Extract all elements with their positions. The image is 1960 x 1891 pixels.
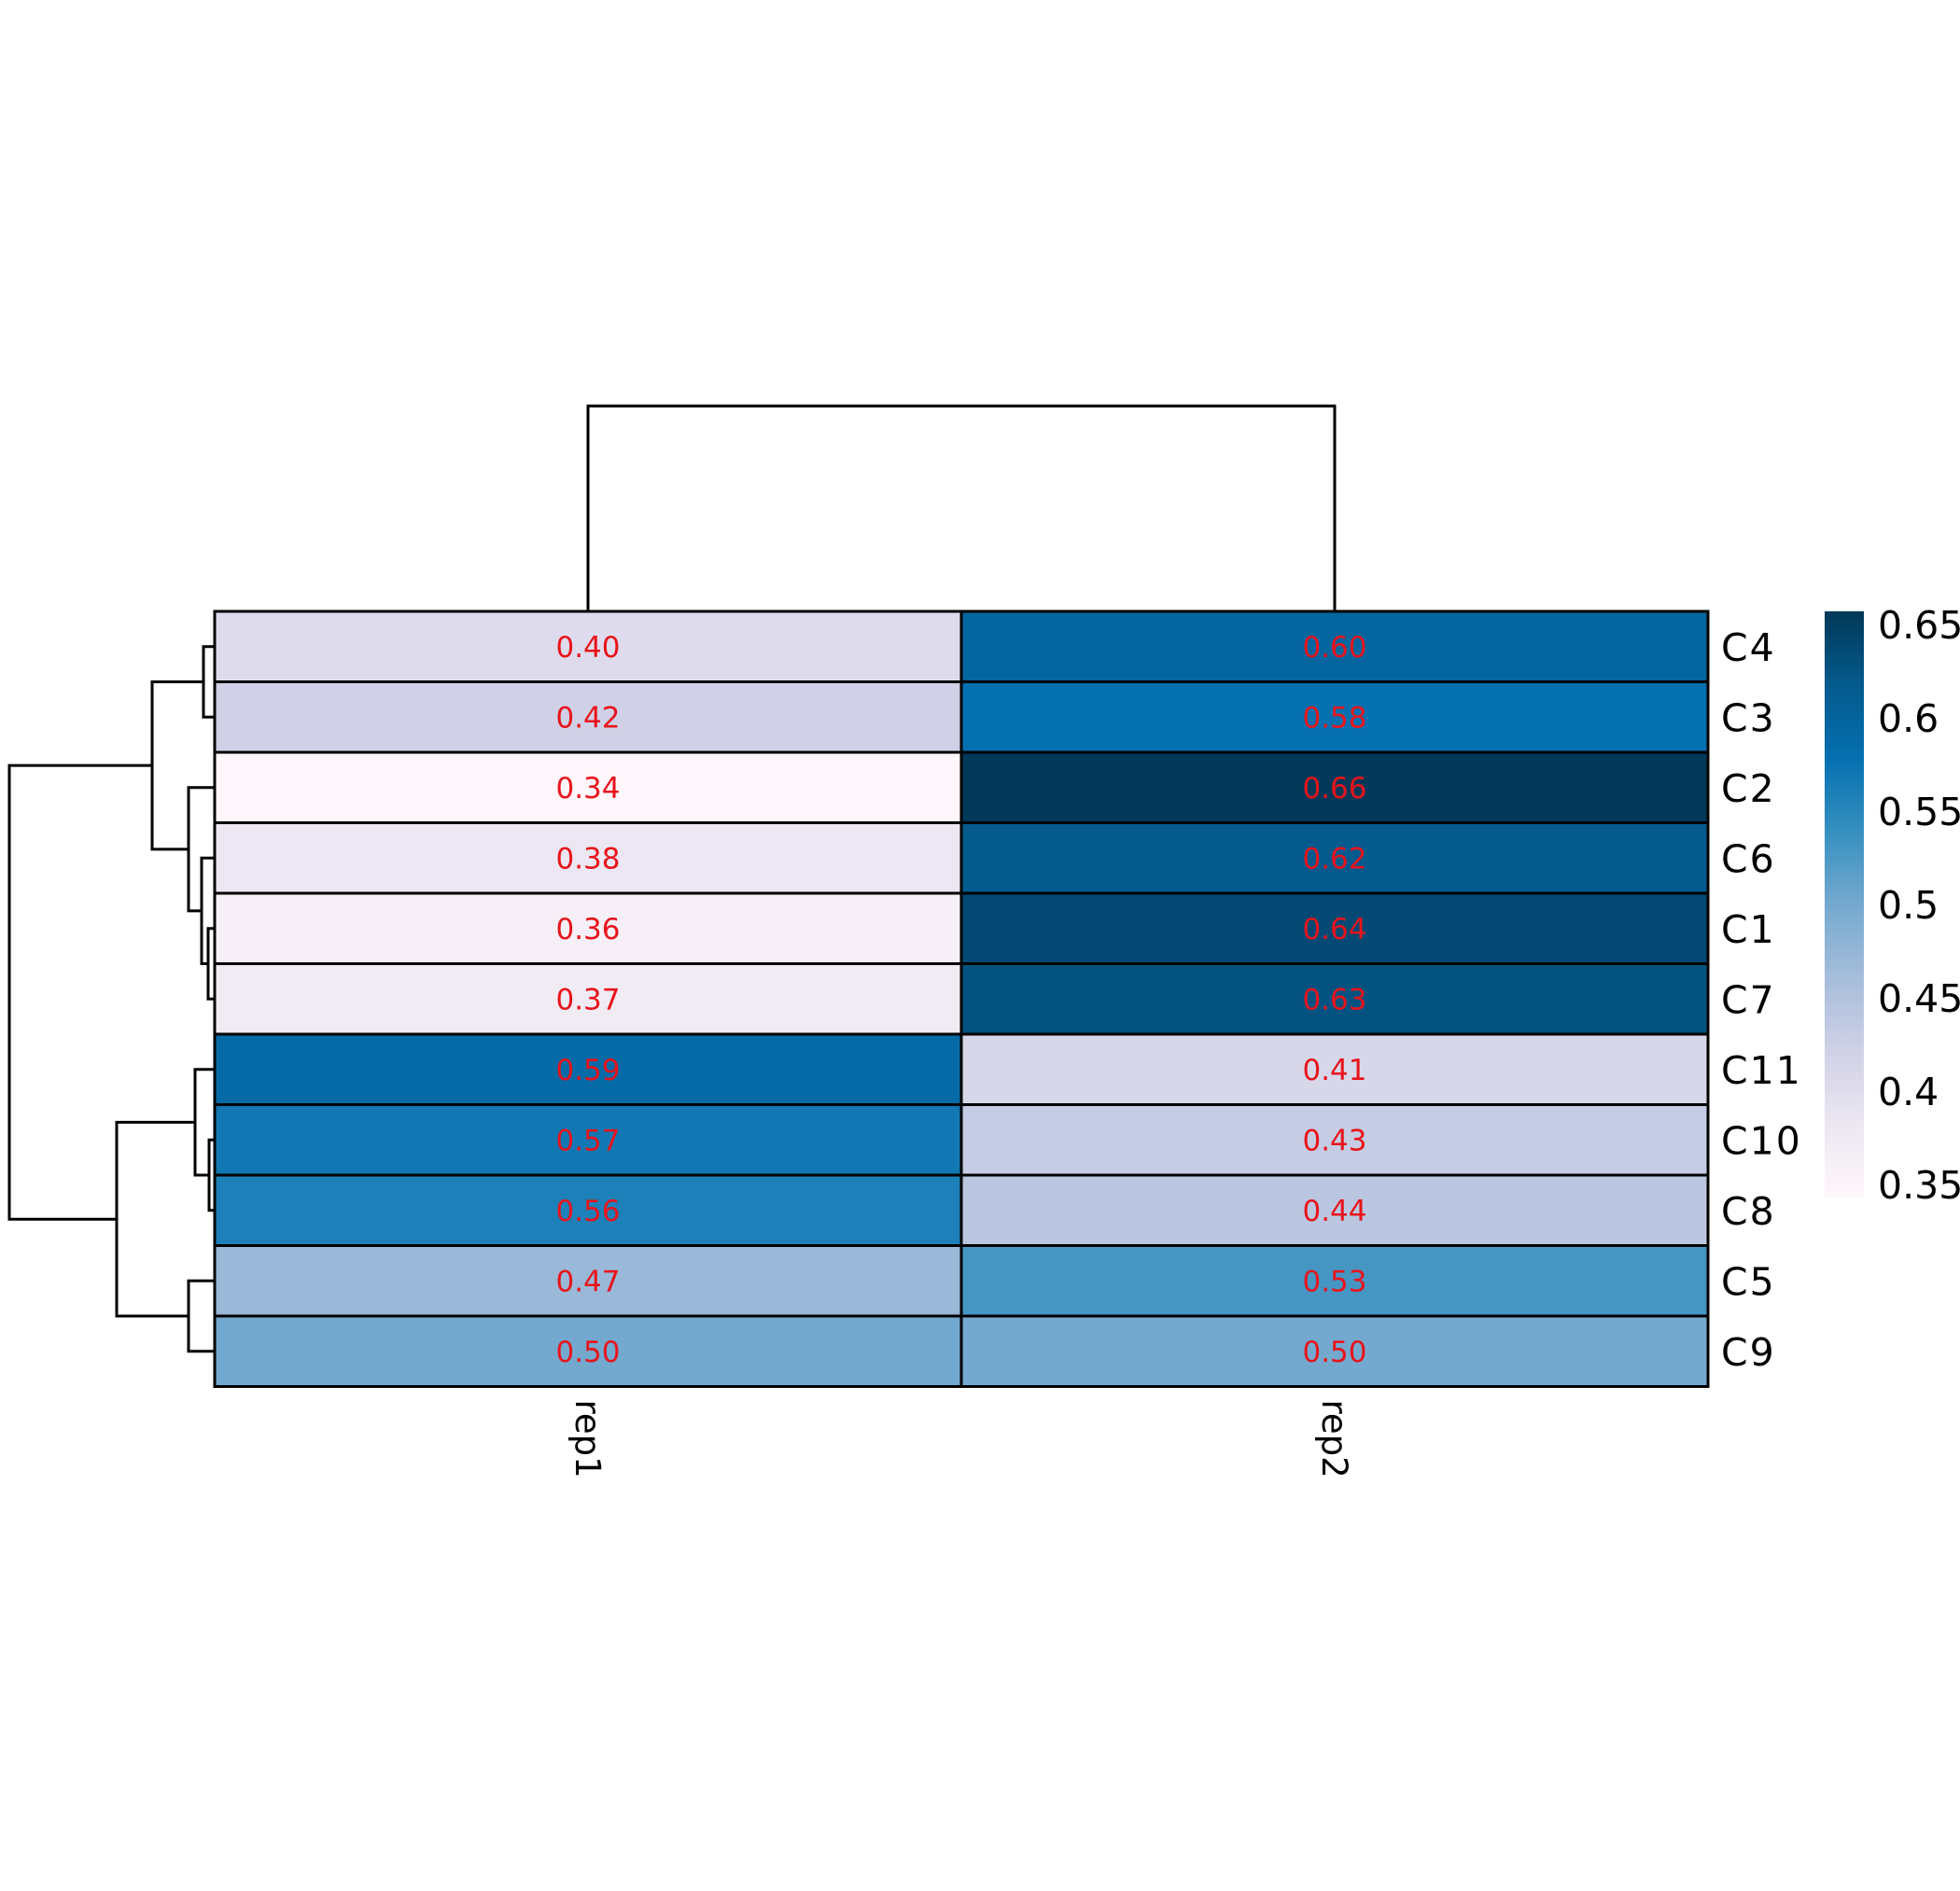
cell-value-label: 0.50 (555, 1336, 620, 1369)
row-labels: C4 C3 C2 C6 C1 C7 C11 C10 C8 C5 C9 (1721, 625, 1802, 1375)
legend-tick-label: 0.5 (1878, 883, 1939, 928)
cell-value-label: 0.44 (1302, 1195, 1366, 1228)
heatmap-cell (959, 1173, 1710, 1247)
cell-value-label: 0.47 (555, 1265, 620, 1298)
cell-value-label: 0.59 (555, 1054, 620, 1087)
column-dendrogram (586, 404, 1337, 611)
cell-value-label: 0.41 (1302, 1054, 1366, 1087)
cell-value-label: 0.62 (1302, 842, 1366, 875)
cell-value-label: 0.36 (555, 913, 620, 946)
heatmap-cell (959, 750, 1710, 824)
cell-value-label: 0.37 (555, 983, 620, 1016)
cell-value-label: 0.53 (1302, 1265, 1366, 1298)
cell-value-label: 0.56 (555, 1195, 620, 1228)
row-label: C1 (1721, 907, 1776, 952)
heatmap-cell (213, 680, 963, 754)
heatmap-cell (959, 1244, 1710, 1318)
column-label: rep2 (1314, 1400, 1354, 1478)
row-dendrogram-branch (193, 1068, 215, 1177)
column-label: rep1 (567, 1400, 608, 1478)
row-label: C7 (1721, 977, 1776, 1022)
row-label: C11 (1721, 1048, 1802, 1093)
legend-tick-label: 0.35 (1878, 1163, 1960, 1208)
cell-value-label: 0.42 (555, 701, 620, 735)
row-dendrogram-root (7, 763, 152, 1221)
heatmap-cells: 0.40 0.60 0.42 0.58 0.34 0.66 0.38 0.62 0.36 0.64… (213, 609, 1710, 1388)
heatmap-cell (959, 680, 1710, 754)
row-label: C10 (1721, 1118, 1802, 1163)
cell-value-label: 0.66 (1302, 772, 1366, 805)
cell-value-label: 0.64 (1302, 913, 1366, 946)
row-label: C5 (1721, 1259, 1776, 1304)
row-dendrogram-branch (150, 680, 203, 851)
heatmap-cell (959, 962, 1710, 1036)
row-dendrogram-branch (115, 1120, 195, 1318)
row-label: C2 (1721, 766, 1776, 811)
row-label: C8 (1721, 1189, 1776, 1234)
heatmap-cell (213, 609, 963, 683)
row-label: C3 (1721, 695, 1776, 740)
row-dendrogram (7, 645, 215, 1353)
row-label: C4 (1721, 625, 1776, 670)
legend-tick-label: 0.45 (1878, 976, 1960, 1021)
column-dendrogram-branch (586, 404, 1337, 611)
row-label: C6 (1721, 836, 1776, 881)
cell-value-label: 0.58 (1302, 701, 1366, 735)
legend-tick-label: 0.55 (1878, 790, 1960, 834)
heatmap-cell (213, 1314, 963, 1388)
row-label: C9 (1721, 1330, 1776, 1375)
cell-value-label: 0.57 (555, 1124, 620, 1157)
cell-value-label: 0.34 (555, 772, 620, 805)
heatmap-cell (959, 821, 1710, 895)
cell-value-label: 0.50 (1302, 1336, 1366, 1369)
heatmap-cell (959, 891, 1710, 965)
legend-tick-label: 0.65 (1878, 603, 1960, 648)
heatmap-cell (959, 1032, 1710, 1106)
color-legend: 0.65 0.6 0.55 0.5 0.45 0.4 0.35 (1825, 603, 1960, 1208)
heatmap-cell (213, 1244, 963, 1318)
legend-tick-label: 0.4 (1878, 1070, 1939, 1114)
row-dendrogram-branch (202, 645, 215, 719)
cell-value-label: 0.40 (555, 631, 620, 665)
heatmap-cell (959, 1103, 1710, 1177)
row-dendrogram-branch (187, 1279, 215, 1353)
legend-color-bar (1825, 611, 1864, 1198)
heatmap-cell (959, 1314, 1710, 1388)
cell-value-label: 0.38 (555, 842, 620, 875)
cell-value-label: 0.63 (1302, 983, 1366, 1016)
heatmap-cell (213, 891, 963, 965)
cell-value-label: 0.60 (1302, 631, 1366, 665)
heatmap-cell (213, 962, 963, 1036)
column-labels: rep1 rep2 (567, 1400, 1354, 1478)
legend-tick-label: 0.6 (1878, 696, 1939, 741)
cell-value-label: 0.43 (1302, 1124, 1366, 1157)
